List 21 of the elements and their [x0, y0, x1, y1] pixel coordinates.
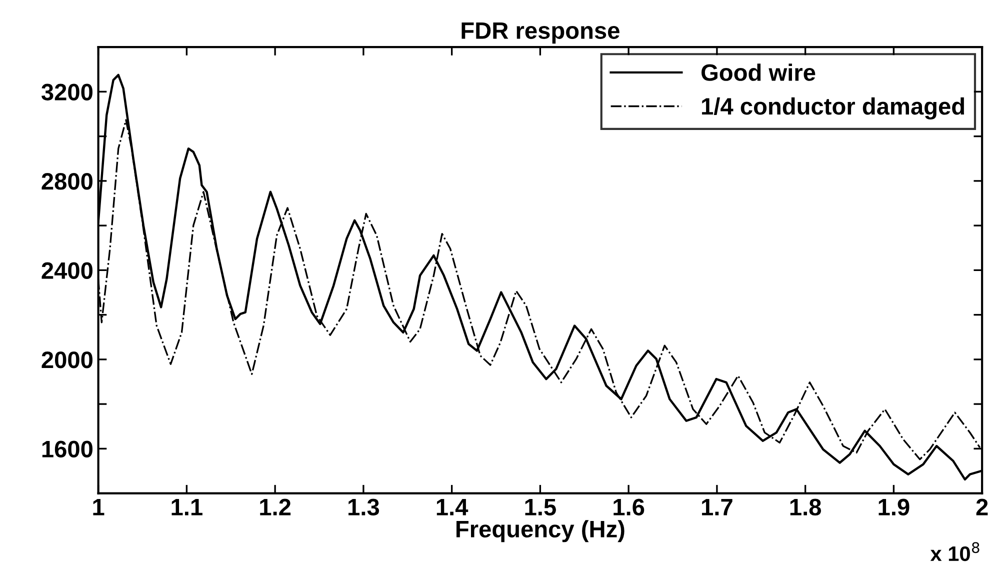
y-tick-label: 2800 [42, 173, 92, 190]
x-tick-label: 1.7 [702, 499, 732, 516]
y-tick-label: 2000 [42, 351, 92, 368]
x-tick-label: 1.1 [172, 499, 202, 516]
y-tick-label: 2400 [42, 262, 92, 279]
x-tick-label: 1.5 [525, 499, 556, 516]
x-tick-label: 1.9 [878, 498, 910, 516]
x-tick-label: 1.3 [348, 498, 379, 516]
y-tick-label: 1600 [42, 440, 92, 458]
x-tick-label: 2 [976, 498, 988, 516]
x-axis-title: Frequency (Hz) [456, 520, 624, 542]
text: x 10$^{8}$ [930, 542, 980, 562]
y-tick-label: 3200 [41, 84, 92, 101]
x-tick-label: 1 [93, 499, 104, 516]
x-tick-label: 1.6 [614, 498, 644, 516]
x-tick-label: 1.4 [436, 499, 468, 516]
chart-title: FDR response [462, 22, 620, 44]
x-tick-label: 1.8 [790, 498, 822, 516]
x-tick-label: 1.2 [260, 498, 291, 516]
legend-label: 1/4 conductor damaged [702, 97, 964, 120]
legend-label: Good wire [702, 64, 816, 81]
